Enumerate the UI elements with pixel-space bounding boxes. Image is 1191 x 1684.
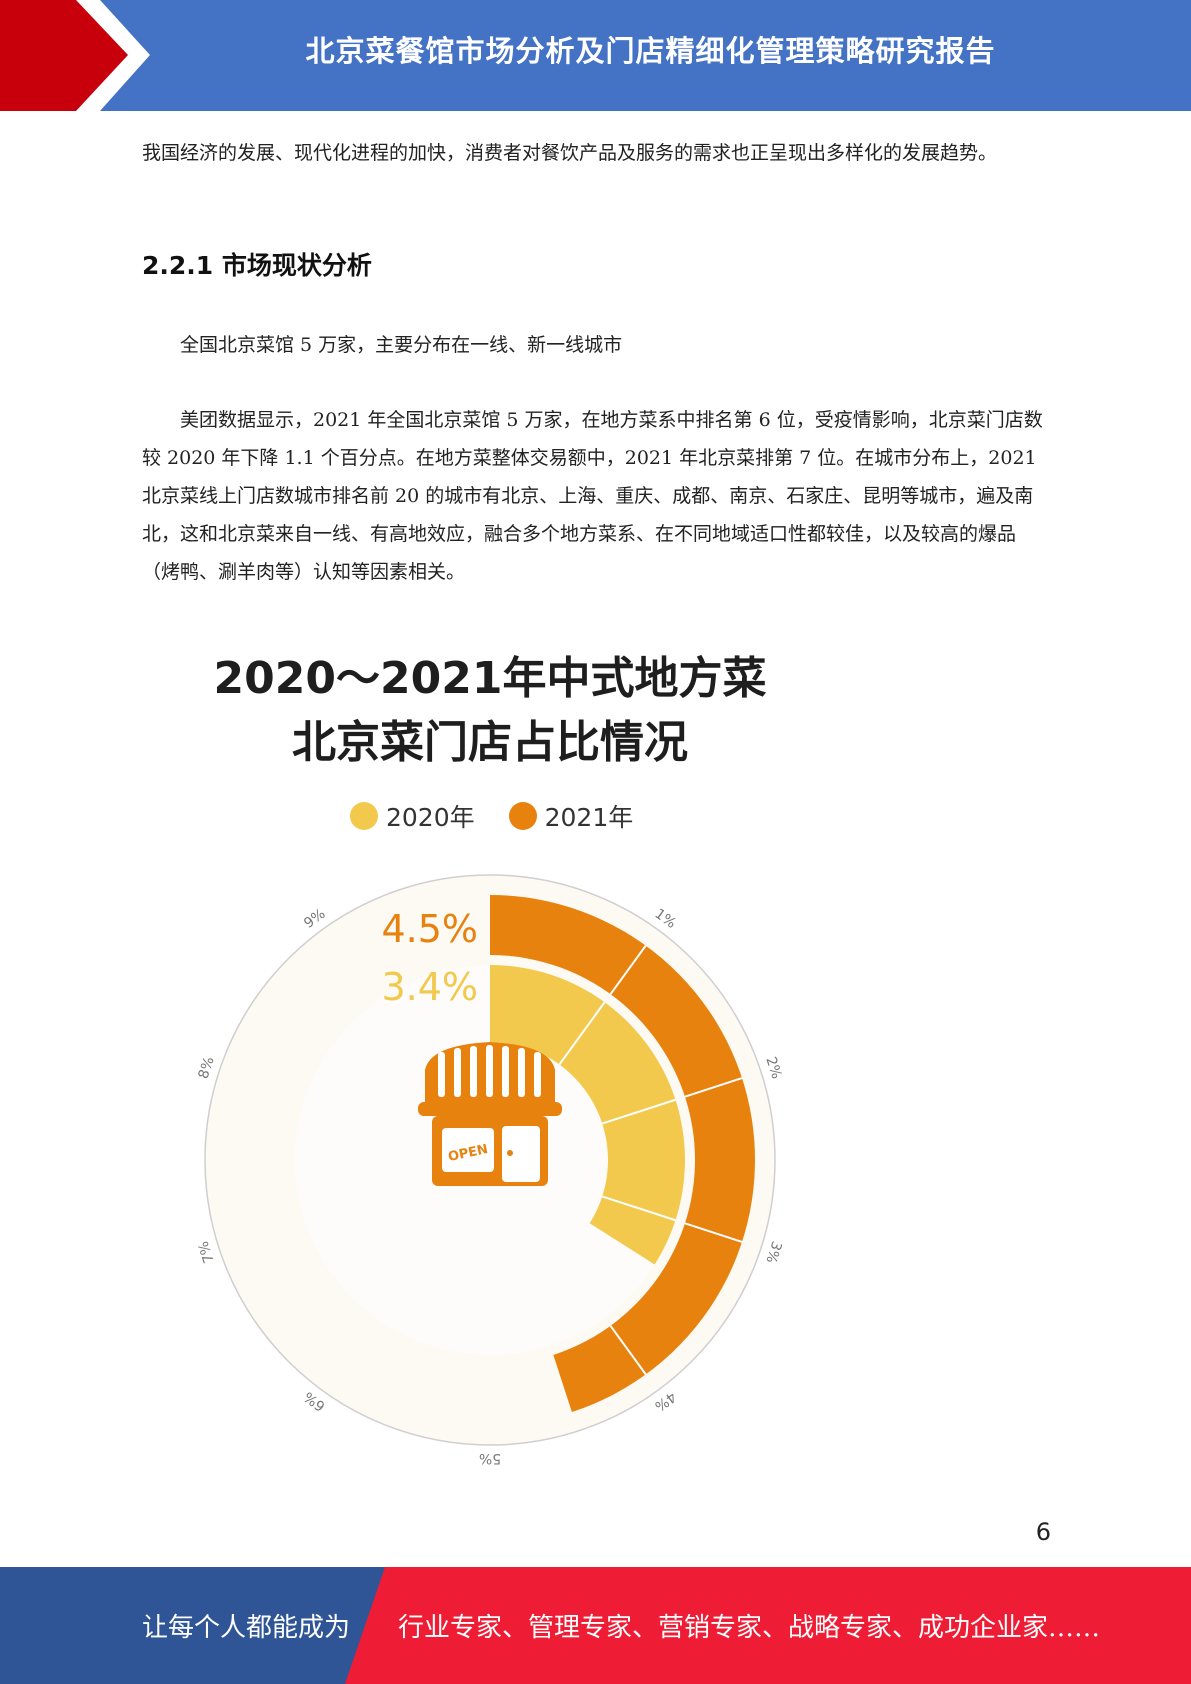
intro-paragraph: 我国经济的发展、现代化进程的加快，消费者对餐饮产品及服务的需求也正呈现出多样化的… bbox=[142, 142, 998, 164]
bar-divider-2021 bbox=[609, 945, 647, 995]
tick-label: 8% bbox=[196, 1055, 218, 1081]
section-body-paragraph: 美团数据显示，2021 年全国北京菜馆 5 万家，在地方菜系中排名第 6 位，受… bbox=[142, 409, 1043, 583]
section-subtitle: 全国北京菜馆 5 万家，主要分布在一线、新一线城市 bbox=[180, 334, 623, 356]
radial-chart-figure: 2020～2021年中式地方菜 北京菜门店占比情况 2020年 2021年 1%… bbox=[180, 630, 820, 1480]
bar-2021 bbox=[490, 895, 755, 1413]
report-title: 北京菜餐馆市场分析及门店精细化管理策略研究报告 bbox=[305, 34, 996, 68]
shop-open-icon: OPEN bbox=[418, 1042, 562, 1186]
page-number: 6 bbox=[1035, 1518, 1051, 1546]
tick-label: 5% bbox=[479, 1450, 501, 1466]
bar-2020 bbox=[490, 965, 685, 1265]
bar-divider-2020 bbox=[601, 1098, 676, 1125]
value-label-2020: 3.4% bbox=[381, 965, 478, 1009]
value-label-2021: 4.5% bbox=[381, 907, 478, 951]
bar-divider-2020 bbox=[601, 1195, 676, 1222]
tick-label: 7% bbox=[196, 1239, 218, 1265]
section-heading: 2.2.1 市场现状分析 bbox=[142, 251, 372, 280]
footer-slogan-right: 行业专家、管理专家、营销专家、战略专家、成功企业家…… bbox=[398, 1613, 1101, 1643]
radial-chart: 1%2%3%4%5%6%7%8%9% 4.5% 3.4% OPEN bbox=[196, 874, 784, 1466]
legend-swatch-2020 bbox=[350, 802, 378, 830]
legend-item-2021: 2021年 bbox=[508, 798, 634, 834]
chart-title-line-2: 北京菜门店占比情况 bbox=[292, 717, 688, 768]
legend-label-2021: 2021年 bbox=[544, 803, 634, 832]
chart-title-line-1: 2020～2021年中式地方菜 bbox=[213, 653, 767, 704]
footer-slogan-left: 让每个人都能成为 bbox=[142, 1613, 351, 1643]
legend-swatch-2021 bbox=[508, 802, 537, 830]
tick-label: 3% bbox=[762, 1239, 784, 1265]
bar-divider-2021 bbox=[684, 1222, 743, 1243]
page-header: 北京菜餐馆市场分析及门店精细化管理策略研究报告 bbox=[0, 0, 1191, 111]
tick-label: 2% bbox=[762, 1055, 784, 1081]
header-banner bbox=[0, 0, 1191, 111]
page-footer: 让每个人都能成为 行业专家、管理专家、营销专家、战略专家、成功企业家…… bbox=[0, 1567, 1191, 1684]
chart-legend: 2020年 2021年 bbox=[350, 798, 633, 834]
bar-divider-2021 bbox=[609, 1325, 647, 1375]
legend-label-2020: 2020年 bbox=[386, 803, 475, 832]
bar-divider-2021 bbox=[684, 1077, 743, 1098]
legend-item-2020: 2020年 bbox=[350, 798, 475, 834]
footer-banner bbox=[0, 1567, 1191, 1684]
bar-divider-2020 bbox=[558, 1001, 606, 1066]
